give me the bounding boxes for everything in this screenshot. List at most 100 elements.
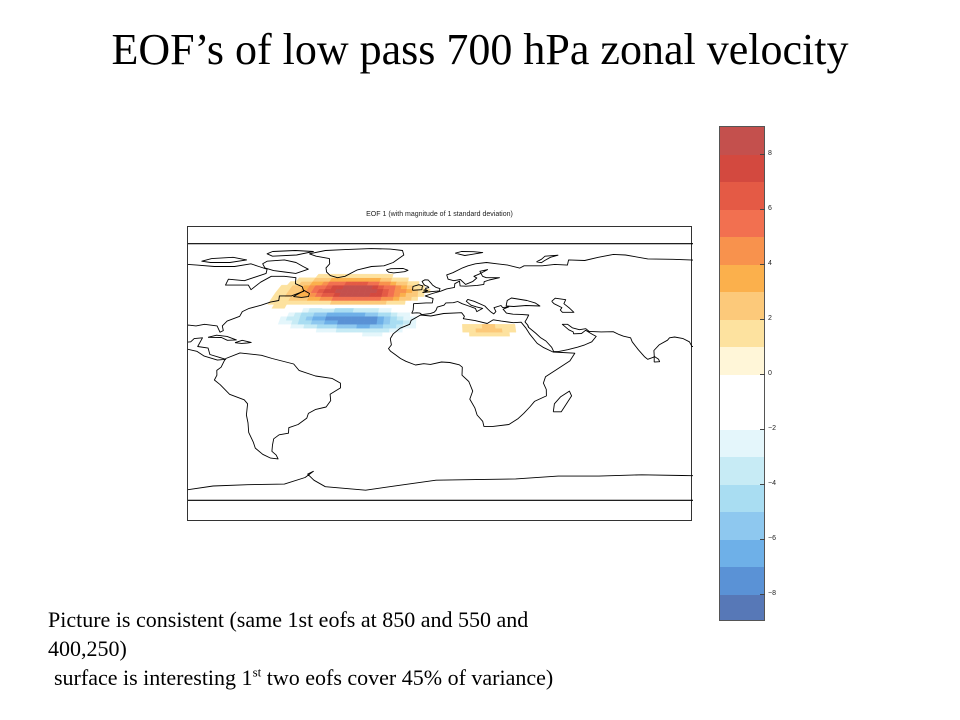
colorbar-tick-label: −4 — [768, 479, 776, 487]
anomaly-cell — [388, 288, 396, 293]
colorbar-cell — [720, 539, 764, 568]
anomaly-cell — [399, 292, 407, 297]
anomaly-cell — [405, 292, 413, 297]
anomaly-cell — [406, 284, 414, 290]
map-frame — [187, 226, 693, 521]
colorbar-cell — [720, 127, 764, 155]
colorbar-cell — [720, 209, 764, 238]
anomaly-cell — [329, 328, 337, 333]
anomaly-cell — [435, 300, 443, 305]
anomaly-cell — [339, 308, 348, 313]
anomaly-cell — [355, 328, 364, 333]
anomaly-cell — [365, 308, 374, 313]
colorbar-tick-label: −8 — [768, 589, 776, 597]
anomaly-cell — [501, 328, 510, 333]
colorbar-tick-label: −2 — [768, 424, 776, 432]
anomaly-cell — [335, 332, 343, 337]
anomaly-cell — [381, 292, 389, 297]
anomaly-cell — [349, 328, 357, 333]
anomaly-cell — [346, 308, 355, 313]
anomaly-cell — [402, 320, 411, 325]
colorbar-cell — [720, 567, 764, 595]
coastline-arctic-island-2 — [266, 250, 314, 257]
coastline-south-america — [213, 352, 341, 460]
anomaly-cell — [302, 328, 311, 333]
coastline-north-america — [188, 263, 305, 361]
anomaly-cell — [376, 324, 384, 329]
coastline-great-britain — [421, 279, 441, 294]
anomaly-cell — [330, 320, 339, 325]
anomaly-cell — [387, 292, 395, 297]
map-title: EOF 1 (with magnitude of 1 standard devi… — [366, 211, 513, 218]
anomaly-cell — [396, 320, 404, 325]
anomaly-field — [264, 273, 517, 337]
coastline-iceland — [385, 268, 409, 274]
anomaly-cell — [364, 316, 372, 321]
anomaly-cell — [390, 312, 398, 317]
anomaly-cell — [342, 332, 350, 337]
anomaly-cell — [384, 308, 393, 313]
anomaly-cell — [415, 324, 424, 329]
colorbar-cell — [720, 264, 764, 293]
colorbar-tick — [760, 428, 765, 430]
anomaly-cell — [502, 332, 510, 337]
anomaly-cell — [488, 328, 497, 333]
anomaly-cell — [369, 324, 378, 329]
coastline-antarctica — [188, 470, 693, 491]
anomaly-cell — [335, 328, 344, 333]
anomaly-cell — [382, 328, 390, 333]
anomaly-cell — [384, 312, 392, 317]
anomaly-cell — [310, 320, 319, 325]
anomaly-cell — [389, 281, 398, 286]
anomaly-cell — [355, 332, 363, 337]
anomaly-cell — [501, 324, 510, 329]
anomaly-cell — [296, 324, 305, 329]
anomaly-cell — [409, 328, 417, 333]
anomaly-cell — [489, 332, 497, 337]
anomaly-cell — [481, 324, 490, 329]
colorbar-cell — [720, 237, 764, 265]
anomaly-cell — [389, 320, 398, 325]
anomaly-cell — [395, 332, 403, 337]
anomaly-cell — [373, 300, 381, 305]
anomaly-cell — [283, 324, 292, 329]
anomaly-cell — [468, 328, 477, 333]
anomaly-cell — [309, 328, 318, 333]
anomaly-cell — [337, 316, 346, 321]
anomaly-cell — [289, 328, 298, 333]
anomaly-cell — [351, 316, 359, 321]
anomaly-cell — [362, 324, 371, 329]
coastlines — [188, 248, 693, 491]
anomaly-cell — [391, 308, 399, 313]
colorbar-tick — [760, 538, 765, 540]
anomaly-cell — [402, 332, 410, 337]
anomaly-cell — [375, 332, 383, 337]
anomaly-cell — [370, 316, 379, 321]
anomaly-cell — [345, 312, 354, 317]
caption-line-3-post: two eofs cover 45% of variance) — [261, 665, 554, 690]
anomaly-cell — [407, 281, 414, 286]
anomaly-cell — [343, 324, 351, 329]
anomaly-cell — [374, 296, 382, 301]
colorbar-cell — [720, 402, 764, 430]
colorbar: 8 6 4 2 0 −2 −4 −6 −8 — [719, 126, 776, 621]
coastline-africa — [388, 312, 576, 427]
anomaly-cell — [343, 320, 352, 325]
coastline-caspian-sea — [551, 297, 575, 313]
coastline-sri-lanka — [653, 355, 661, 363]
anomaly-cell — [389, 284, 397, 290]
coastline-cuba — [207, 334, 237, 341]
anomaly-cell — [383, 284, 391, 290]
anomaly-cell — [382, 332, 390, 337]
anomaly-cell — [329, 324, 338, 329]
anomaly-cell — [396, 316, 404, 321]
anomaly-cell — [395, 281, 403, 286]
anomaly-cell — [411, 292, 419, 297]
anomaly-cell — [377, 316, 385, 321]
anomaly-cell — [371, 308, 380, 313]
colorbar-tick-label: −6 — [768, 534, 776, 542]
anomaly-cell — [475, 328, 483, 333]
anomaly-cell — [403, 316, 411, 321]
anomaly-cell — [397, 312, 405, 317]
coastline-greenland — [309, 248, 405, 279]
